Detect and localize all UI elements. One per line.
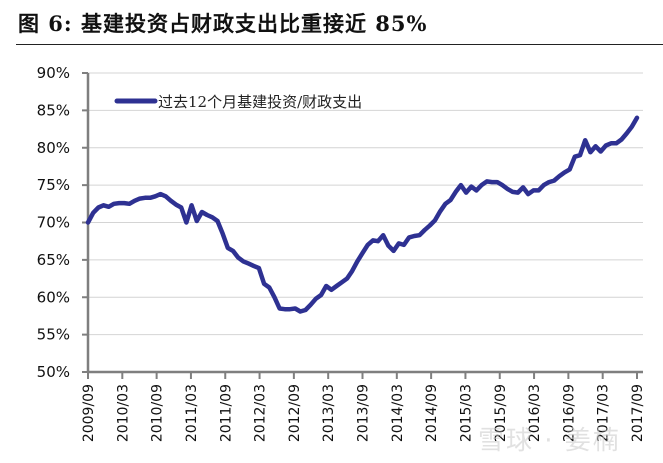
y-tick-label: 65% (37, 251, 70, 269)
x-tick-label: 2013/03 (321, 384, 337, 442)
x-tick-label: 2012/09 (287, 384, 303, 442)
y-tick-label: 85% (37, 101, 70, 119)
y-axis-labels: 50% 55% 60% 65% 70% 75% 80% 85% 90% (37, 64, 88, 381)
x-tick-label: 2015/03 (458, 384, 474, 442)
x-tick-label: 2016/03 (527, 384, 543, 442)
x-tick-label: 2011/03 (184, 384, 200, 442)
x-tick-label: 2014/09 (424, 384, 440, 442)
legend-label: 过去12个月基建投资/财政支出 (158, 93, 362, 111)
x-tick-label: 2013/09 (356, 384, 372, 442)
x-tick-label: 2015/09 (493, 384, 509, 442)
x-tick-label: 2011/09 (218, 384, 234, 442)
x-tick-label: 2010/09 (150, 384, 166, 442)
x-tick-label: 2010/03 (115, 384, 131, 442)
title-divider (16, 44, 663, 45)
x-axis-labels: 2009/09 2010/03 2010/09 2011/03 2011/09 2012/… (81, 372, 646, 442)
legend: 过去12个月基建投资/财政支出 (114, 93, 362, 111)
x-tick-label: 2009/09 (81, 384, 97, 442)
series-line (85, 115, 640, 314)
x-tick-label: 2017/09 (630, 384, 646, 442)
y-tick-label: 90% (37, 64, 70, 82)
y-tick-label: 70% (37, 214, 70, 232)
gridlines (88, 72, 643, 336)
x-tick-label: 2016/09 (561, 384, 577, 442)
x-tick-label: 2014/03 (390, 384, 406, 442)
figure-title: 图 6: 基建投资占财政支出比重接近 85% (18, 11, 428, 36)
y-tick-label: 60% (37, 288, 70, 306)
x-tick-label: 2017/03 (596, 384, 612, 442)
y-tick-label: 75% (37, 176, 70, 194)
y-tick-label: 50% (37, 363, 70, 381)
y-tick-label: 80% (37, 139, 70, 157)
y-tick-label: 55% (37, 326, 70, 344)
watermark: 雪球 · 姜楠 (478, 426, 621, 456)
x-tick-label: 2012/03 (253, 384, 269, 442)
